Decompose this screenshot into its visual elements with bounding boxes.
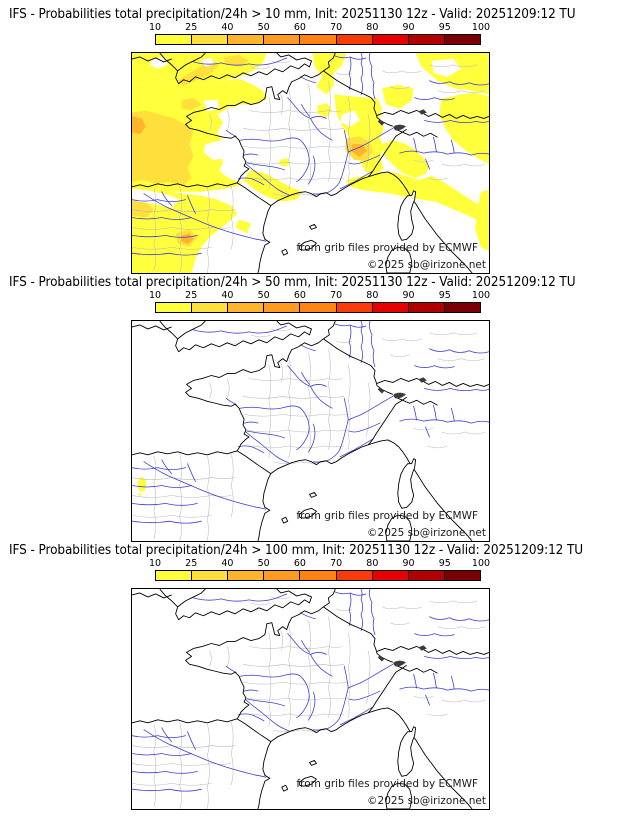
colorbar-segment [444,571,480,580]
colorbar-tick-label: 95 [438,558,451,569]
panel-title: IFS - Probabilities total precipitation/… [9,275,576,290]
colorbar-segment [336,303,373,312]
colorbar-segment [444,35,480,44]
colorbar: 10 25 40 50 60 70 80 90 95 100 [149,22,490,45]
colorbar-tick-label: 95 [438,290,451,301]
colorbar-segment [156,303,193,312]
attribution-source: from grib files provided by ECMWF [296,510,478,522]
colorbar-segment [372,303,409,312]
colorbar-segment [300,35,337,44]
colorbar-ticks: 10 25 40 50 60 70 80 90 95 100 [149,22,490,33]
colorbar-tick-label: 60 [293,558,306,569]
colorbar-tick-label: 50 [257,22,270,33]
colorbar-segment [192,303,229,312]
colorbar-scale [155,34,481,45]
colorbar-segment [444,303,480,312]
colorbar-tick-label: 70 [330,290,343,301]
attribution-copyright: ©2025 sb@irizone.net [367,259,486,271]
panel-10mm: IFS - Probabilities total precipitation/… [0,6,630,274]
colorbar-tick-label: 40 [221,558,234,569]
colorbar-segment [408,35,445,44]
colorbar-tick-label: 100 [471,290,491,301]
colorbar-tick-label: 70 [330,558,343,569]
colorbar-tick-label: 40 [221,22,234,33]
colorbar-tick-label: 70 [330,22,343,33]
colorbar-segment [372,35,409,44]
colorbar-segment [372,571,409,580]
colorbar-segment [264,571,301,580]
panel-100mm: IFS - Probabilities total precipitation/… [0,542,630,810]
colorbar-segment [156,35,193,44]
colorbar-scale [155,570,481,581]
panel-title: IFS - Probabilities total precipitation/… [9,543,584,558]
colorbar-tick-label: 90 [402,558,415,569]
colorbar-ticks: 10 25 40 50 60 70 80 90 95 100 [149,290,490,301]
colorbar-scale [155,302,481,313]
attribution-copyright: ©2025 sb@irizone.net [367,527,486,539]
attribution-source: from grib files provided by ECMWF [296,778,478,790]
colorbar-tick-label: 100 [471,22,491,33]
colorbar: 10 25 40 50 60 70 80 90 95 100 [149,558,490,581]
attribution-copyright: ©2025 sb@irizone.net [367,795,486,807]
colorbar-tick-label: 50 [257,290,270,301]
colorbar: 10 25 40 50 60 70 80 90 95 100 [149,290,490,313]
colorbar-segment [336,35,373,44]
colorbar-segment [264,35,301,44]
colorbar-segment [408,571,445,580]
map-100mm: from grib files provided by ECMWF ©2025 … [131,588,490,810]
colorbar-segment [228,303,265,312]
map-svg-10mm [132,53,489,273]
panel-50mm: IFS - Probabilities total precipitation/… [0,274,630,542]
panel-title: IFS - Probabilities total precipitation/… [9,7,576,22]
map-10mm: from grib files provided by ECMWF ©2025 … [131,52,490,274]
colorbar-tick-label: 80 [366,22,379,33]
colorbar-tick-label: 25 [185,22,198,33]
colorbar-tick-label: 60 [293,22,306,33]
colorbar-tick-label: 25 [185,558,198,569]
map-svg-100mm [132,589,489,809]
colorbar-tick-label: 40 [221,290,234,301]
colorbar-tick-label: 60 [293,290,306,301]
colorbar-tick-label: 95 [438,22,451,33]
colorbar-tick-label: 10 [148,22,162,33]
colorbar-segment [336,571,373,580]
attribution-source: from grib files provided by ECMWF [296,242,478,254]
map-50mm: from grib files provided by ECMWF ©2025 … [131,320,490,542]
colorbar-tick-label: 90 [402,290,415,301]
colorbar-tick-label: 100 [471,558,491,569]
colorbar-ticks: 10 25 40 50 60 70 80 90 95 100 [149,558,490,569]
colorbar-segment [192,35,229,44]
colorbar-tick-label: 80 [366,290,379,301]
colorbar-tick-label: 90 [402,22,415,33]
colorbar-segment [408,303,445,312]
colorbar-tick-label: 25 [185,290,198,301]
colorbar-segment [300,571,337,580]
colorbar-segment [300,303,337,312]
colorbar-segment [192,571,229,580]
colorbar-segment [228,35,265,44]
colorbar-tick-label: 50 [257,558,270,569]
colorbar-segment [156,571,193,580]
colorbar-segment [264,303,301,312]
map-svg-50mm [132,321,489,541]
colorbar-segment [228,571,265,580]
colorbar-tick-label: 80 [366,558,379,569]
colorbar-tick-label: 10 [148,290,162,301]
colorbar-tick-label: 10 [148,558,162,569]
